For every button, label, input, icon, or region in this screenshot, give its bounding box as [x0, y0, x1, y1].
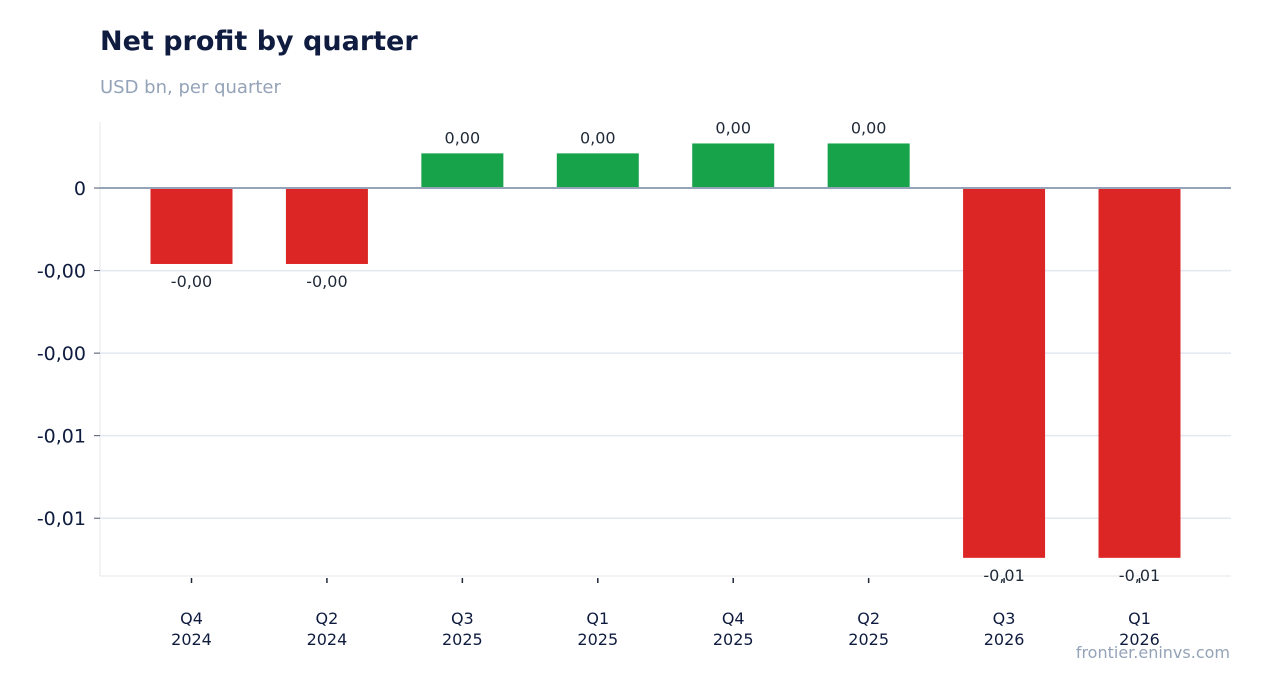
x-tick-label: Q2 — [857, 609, 880, 628]
bar — [1098, 188, 1181, 558]
x-tick-label: 2024 — [171, 630, 212, 649]
x-tick-label: 2025 — [442, 630, 483, 649]
bar — [150, 188, 233, 264]
bar — [963, 188, 1046, 558]
x-tick-label: 2025 — [577, 630, 618, 649]
x-tick-label: 2026 — [984, 630, 1025, 649]
bar — [692, 143, 775, 189]
bar — [421, 153, 504, 189]
x-tick-label: Q4 — [180, 609, 203, 628]
data-label: 0,00 — [580, 128, 616, 147]
data-label: 0,00 — [715, 118, 751, 137]
x-tick-label: Q1 — [586, 609, 609, 628]
x-tick-label: Q3 — [993, 609, 1016, 628]
x-tick-label: Q1 — [1128, 609, 1151, 628]
data-label: -0,00 — [171, 272, 212, 291]
y-tick-label: 0 — [74, 178, 86, 200]
y-tick-label: -0,00 — [37, 343, 86, 365]
data-label: -0,01 — [983, 566, 1024, 585]
x-tick-label: 2026 — [1119, 630, 1160, 649]
x-tick-label: 2025 — [848, 630, 889, 649]
x-tick-label: Q3 — [451, 609, 474, 628]
data-label: 0,00 — [445, 128, 481, 147]
x-tick-label: Q4 — [722, 609, 745, 628]
y-tick-label: -0,01 — [37, 426, 86, 448]
data-label: -0,01 — [1119, 566, 1160, 585]
source-label: frontier.eninvs.com — [1075, 643, 1230, 662]
y-tick-label: -0,01 — [37, 508, 86, 530]
bar — [285, 188, 368, 264]
data-label: -0,00 — [306, 272, 347, 291]
chart-title: Net profit by quarter — [100, 26, 418, 57]
x-tick-label: 2025 — [713, 630, 754, 649]
x-tick-label: 2024 — [307, 630, 348, 649]
chart-subtitle: USD bn, per quarter — [100, 77, 281, 98]
bar — [556, 153, 639, 189]
data-label: 0,00 — [851, 118, 887, 137]
bar — [827, 143, 910, 189]
y-tick-label: -0,00 — [37, 261, 86, 283]
x-tick-label: Q2 — [316, 609, 339, 628]
